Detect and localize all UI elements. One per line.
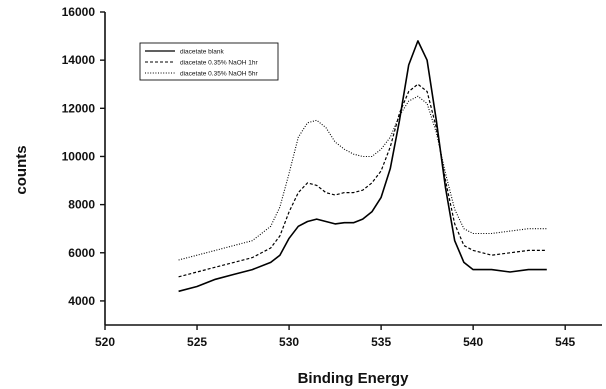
x-axis-title: Binding Energy: [298, 370, 409, 387]
series-layer: [178, 40, 547, 293]
legend-label-1: diacetate 0.35% NaOH 1hr: [180, 60, 259, 67]
x-tick-label: 540: [463, 335, 483, 349]
legend-label-2: diacetate 0.35% NaOH 5hr: [180, 71, 259, 78]
y-axis-title: counts: [13, 145, 30, 194]
x-ticks: 520 525 530 535 540 545: [95, 325, 576, 349]
x-tick-label: 535: [371, 335, 391, 349]
y-ticks: 4000 6000 8000 10000 12000 14000 16000: [62, 5, 105, 308]
y-tick-label: 4000: [68, 294, 95, 308]
x-tick-label: 525: [187, 335, 207, 349]
series-line-1: [178, 83, 547, 278]
series-line-0: [178, 40, 547, 293]
y-tick-label: 14000: [62, 53, 96, 67]
legend: diacetate blank diacetate 0.35% NaOH 1hr…: [139, 42, 279, 81]
y-tick-label: 12000: [62, 101, 96, 115]
x-tick-label: 530: [279, 335, 299, 349]
x-tick-label: 520: [95, 335, 115, 349]
y-tick-label: 6000: [68, 246, 95, 260]
y-tick-label: 8000: [68, 198, 95, 212]
y-tick-label: 10000: [62, 149, 96, 163]
x-tick-label: 545: [555, 335, 575, 349]
legend-label-0: diacetate blank: [180, 49, 224, 56]
y-tick-label: 16000: [62, 5, 96, 19]
